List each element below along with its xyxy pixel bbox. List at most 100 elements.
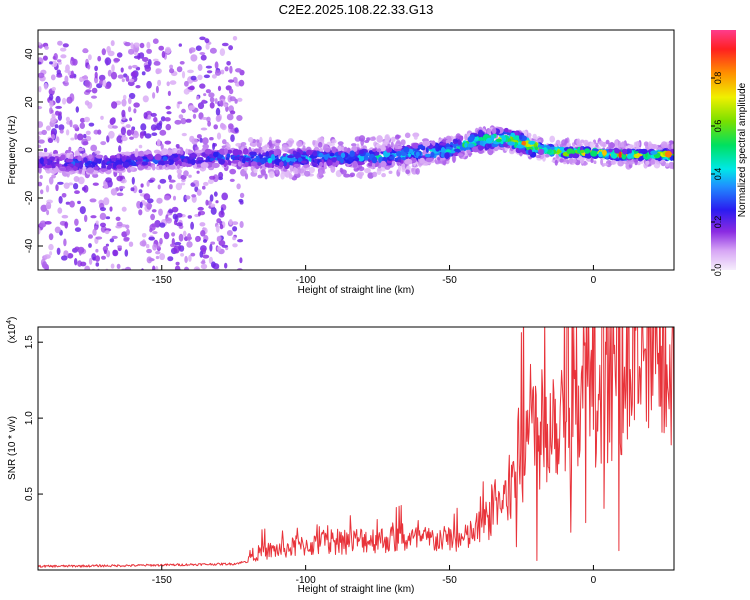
- heatmap-cell: [602, 163, 609, 166]
- heatmap-cell: [226, 153, 231, 158]
- heatmap-cell: [49, 61, 53, 65]
- heatmap-cell: [232, 236, 237, 241]
- heatmap-cell: [209, 175, 216, 180]
- heatmap-cell: [44, 221, 52, 225]
- heatmap-cell: [100, 207, 106, 212]
- heatmap-cell: [229, 178, 235, 182]
- heatmap-cell: [87, 64, 91, 70]
- heatmap-cell: [337, 141, 344, 146]
- colorbar-label: Normalized spectral amplitude: [737, 82, 748, 217]
- heatmap-cell: [49, 99, 54, 108]
- heatmap-cell: [412, 132, 420, 138]
- heatmap-cell: [110, 71, 118, 80]
- heatmap-cell: [56, 59, 62, 63]
- heatmap-cell: [67, 163, 74, 167]
- heatmap-cell: [77, 176, 85, 185]
- heatmap-cell: [605, 139, 610, 145]
- heatmap-cell: [51, 174, 56, 179]
- heatmap-cell: [579, 157, 585, 164]
- heatmap-cell: [111, 101, 118, 109]
- heatmap-cell: [122, 94, 127, 101]
- heatmap-cell: [367, 162, 373, 167]
- heatmap-cell: [147, 153, 154, 160]
- heatmap-cell: [195, 236, 200, 243]
- heatmap-cell: [169, 80, 177, 85]
- heatmap-cell: [209, 97, 215, 103]
- heatmap-cell: [57, 207, 63, 214]
- heatmap-cell: [155, 85, 159, 94]
- heatmap-cell: [187, 233, 192, 242]
- heatmap-cell: [157, 184, 161, 190]
- heatmap-cell: [598, 153, 603, 158]
- heatmap-cell: [518, 149, 526, 153]
- heatmap-cell: [411, 167, 415, 172]
- heatmap-cell: [78, 161, 84, 169]
- heatmap-cell: [618, 151, 622, 158]
- heatmap-cell: [116, 135, 123, 144]
- heatmap-cell: [665, 162, 669, 168]
- heatmap-cell: [413, 135, 418, 140]
- heatmap-cell: [146, 248, 153, 254]
- heatmap-cell: [147, 179, 154, 183]
- heatmap-cell: [76, 133, 84, 141]
- y-tick-label: 0.5: [24, 487, 35, 501]
- heatmap-cell: [55, 105, 62, 109]
- heatmap-cell: [510, 132, 516, 137]
- heatmap-cell: [568, 153, 575, 158]
- heatmap-cell: [57, 40, 63, 46]
- heatmap-cell: [190, 153, 198, 158]
- heatmap-cell: [231, 273, 236, 279]
- heatmap-cell: [380, 160, 387, 168]
- heatmap-cell: [287, 155, 295, 159]
- heatmap-cell: [504, 127, 509, 133]
- heatmap-cell: [67, 253, 74, 259]
- heatmap-cell: [174, 241, 182, 246]
- heatmap-cell: [358, 135, 366, 142]
- heatmap-cell: [228, 218, 233, 226]
- heatmap-cell: [121, 136, 128, 142]
- heatmap-cell: [48, 243, 54, 251]
- heatmap-cell: [221, 244, 229, 248]
- heatmap-cell: [129, 117, 133, 122]
- heatmap-cell: [85, 130, 91, 135]
- heatmap-cell: [288, 172, 293, 180]
- spectrogram-x-axis: -150 -100 -50 0: [152, 265, 597, 286]
- heatmap-cell: [39, 175, 43, 179]
- heatmap-cell: [74, 246, 80, 251]
- heatmap-cell: [417, 144, 425, 150]
- heatmap-cell: [466, 143, 475, 148]
- heatmap-cell: [229, 168, 237, 175]
- heatmap-cell: [95, 158, 101, 164]
- heatmap-cell: [95, 154, 104, 159]
- heatmap-cell: [243, 166, 248, 172]
- heatmap-cell: [88, 154, 93, 160]
- heatmap-cell: [77, 200, 81, 205]
- heatmap-cell: [92, 256, 96, 261]
- heatmap-cell: [126, 228, 130, 236]
- heatmap-cell: [221, 123, 226, 129]
- heatmap-cell: [199, 250, 204, 258]
- heatmap-cell: [204, 148, 213, 155]
- heatmap-cell: [157, 79, 162, 87]
- heatmap-cell: [57, 181, 64, 185]
- heatmap-cell: [197, 272, 201, 276]
- heatmap-cell: [265, 151, 270, 157]
- heatmap-cell: [116, 175, 123, 182]
- heatmap-cell: [389, 156, 395, 160]
- figure-title: C2E2.2025.108.22.33.G13: [279, 2, 434, 17]
- heatmap-cell: [178, 43, 182, 47]
- heatmap-cell: [367, 172, 374, 179]
- heatmap-cell: [92, 173, 99, 178]
- heatmap-cell: [112, 249, 118, 256]
- heatmap-cell: [185, 118, 192, 123]
- heatmap-cell: [193, 180, 200, 184]
- heatmap-cell: [327, 159, 333, 166]
- heatmap-cell: [268, 139, 272, 147]
- heatmap-cell: [94, 71, 98, 79]
- heatmap-cell: [123, 151, 132, 156]
- heatmap-cell: [296, 140, 303, 148]
- heatmap-cell: [528, 149, 533, 155]
- heatmap-cell: [124, 42, 131, 47]
- heatmap-cell: [207, 120, 212, 127]
- heatmap-cell: [374, 151, 380, 156]
